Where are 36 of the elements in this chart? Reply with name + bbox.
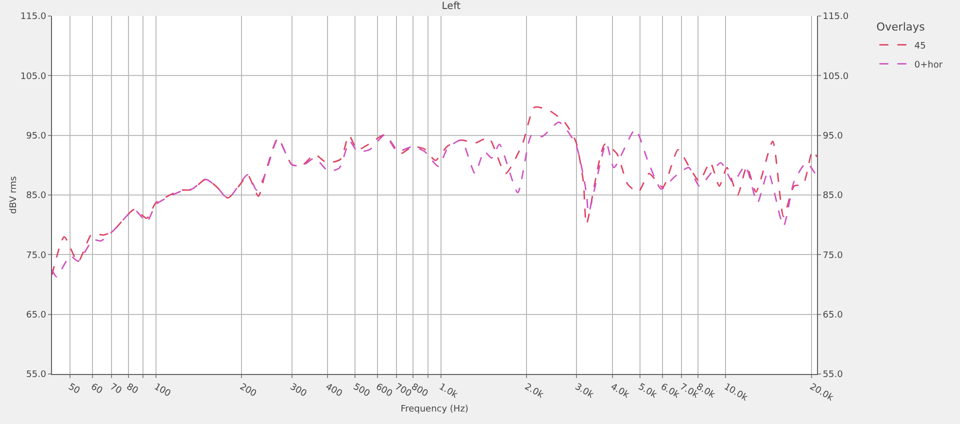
chart-title: Left: [442, 1, 461, 12]
x-tick-label: 50: [66, 382, 82, 397]
x-tick-label: 500: [351, 382, 372, 400]
x-tick-label: 2.0k: [522, 382, 546, 401]
y-tick-label: 85.0: [26, 191, 46, 202]
y-axis-title: dBV rms: [8, 176, 19, 214]
x-tick-label: 3.0k: [572, 382, 596, 401]
x-tick-label: 60: [88, 382, 104, 397]
y-tick-label: 95.0: [26, 131, 46, 142]
y-tick-label: 115.0: [20, 12, 46, 22]
y2-tick-label: 105.0: [822, 72, 849, 82]
y2-tick-label: 65.0: [822, 310, 844, 320]
y-tick-label: 75.0: [26, 250, 46, 261]
x-tick-label: 400: [324, 382, 344, 400]
x-tick-label: 5.0k: [636, 382, 659, 401]
x-tick-label: 70: [108, 382, 124, 397]
x-axis-title: Frequency (Hz): [400, 404, 468, 415]
legend-label: 45: [914, 41, 926, 52]
x-tick-label: 100: [152, 382, 172, 400]
y2-tick-label: 55.0: [822, 370, 844, 380]
legend-title: Overlays: [876, 20, 926, 34]
y-tick-label: 65.0: [26, 310, 46, 320]
x-tick-label: 200: [238, 382, 258, 400]
y-tick-label: 55.0: [26, 370, 46, 380]
y-tick-label: 105.0: [20, 72, 46, 82]
y2-tick-label: 115.0: [822, 12, 849, 22]
x-tick-label: 300: [288, 382, 308, 400]
x-tick-label: 600: [374, 382, 394, 400]
y2-tick-label: 85.0: [822, 191, 844, 202]
x-tick-label: 80: [124, 382, 140, 397]
x-tick-label: 6.0k: [658, 382, 682, 401]
x-tick-label: 4.0k: [608, 382, 632, 401]
y2-tick-label: 75.0: [822, 250, 844, 261]
legend-label: 0+hor: [914, 60, 943, 70]
y2-tick-label: 95.0: [822, 131, 844, 142]
x-tick-label: 1.0k: [437, 382, 460, 401]
